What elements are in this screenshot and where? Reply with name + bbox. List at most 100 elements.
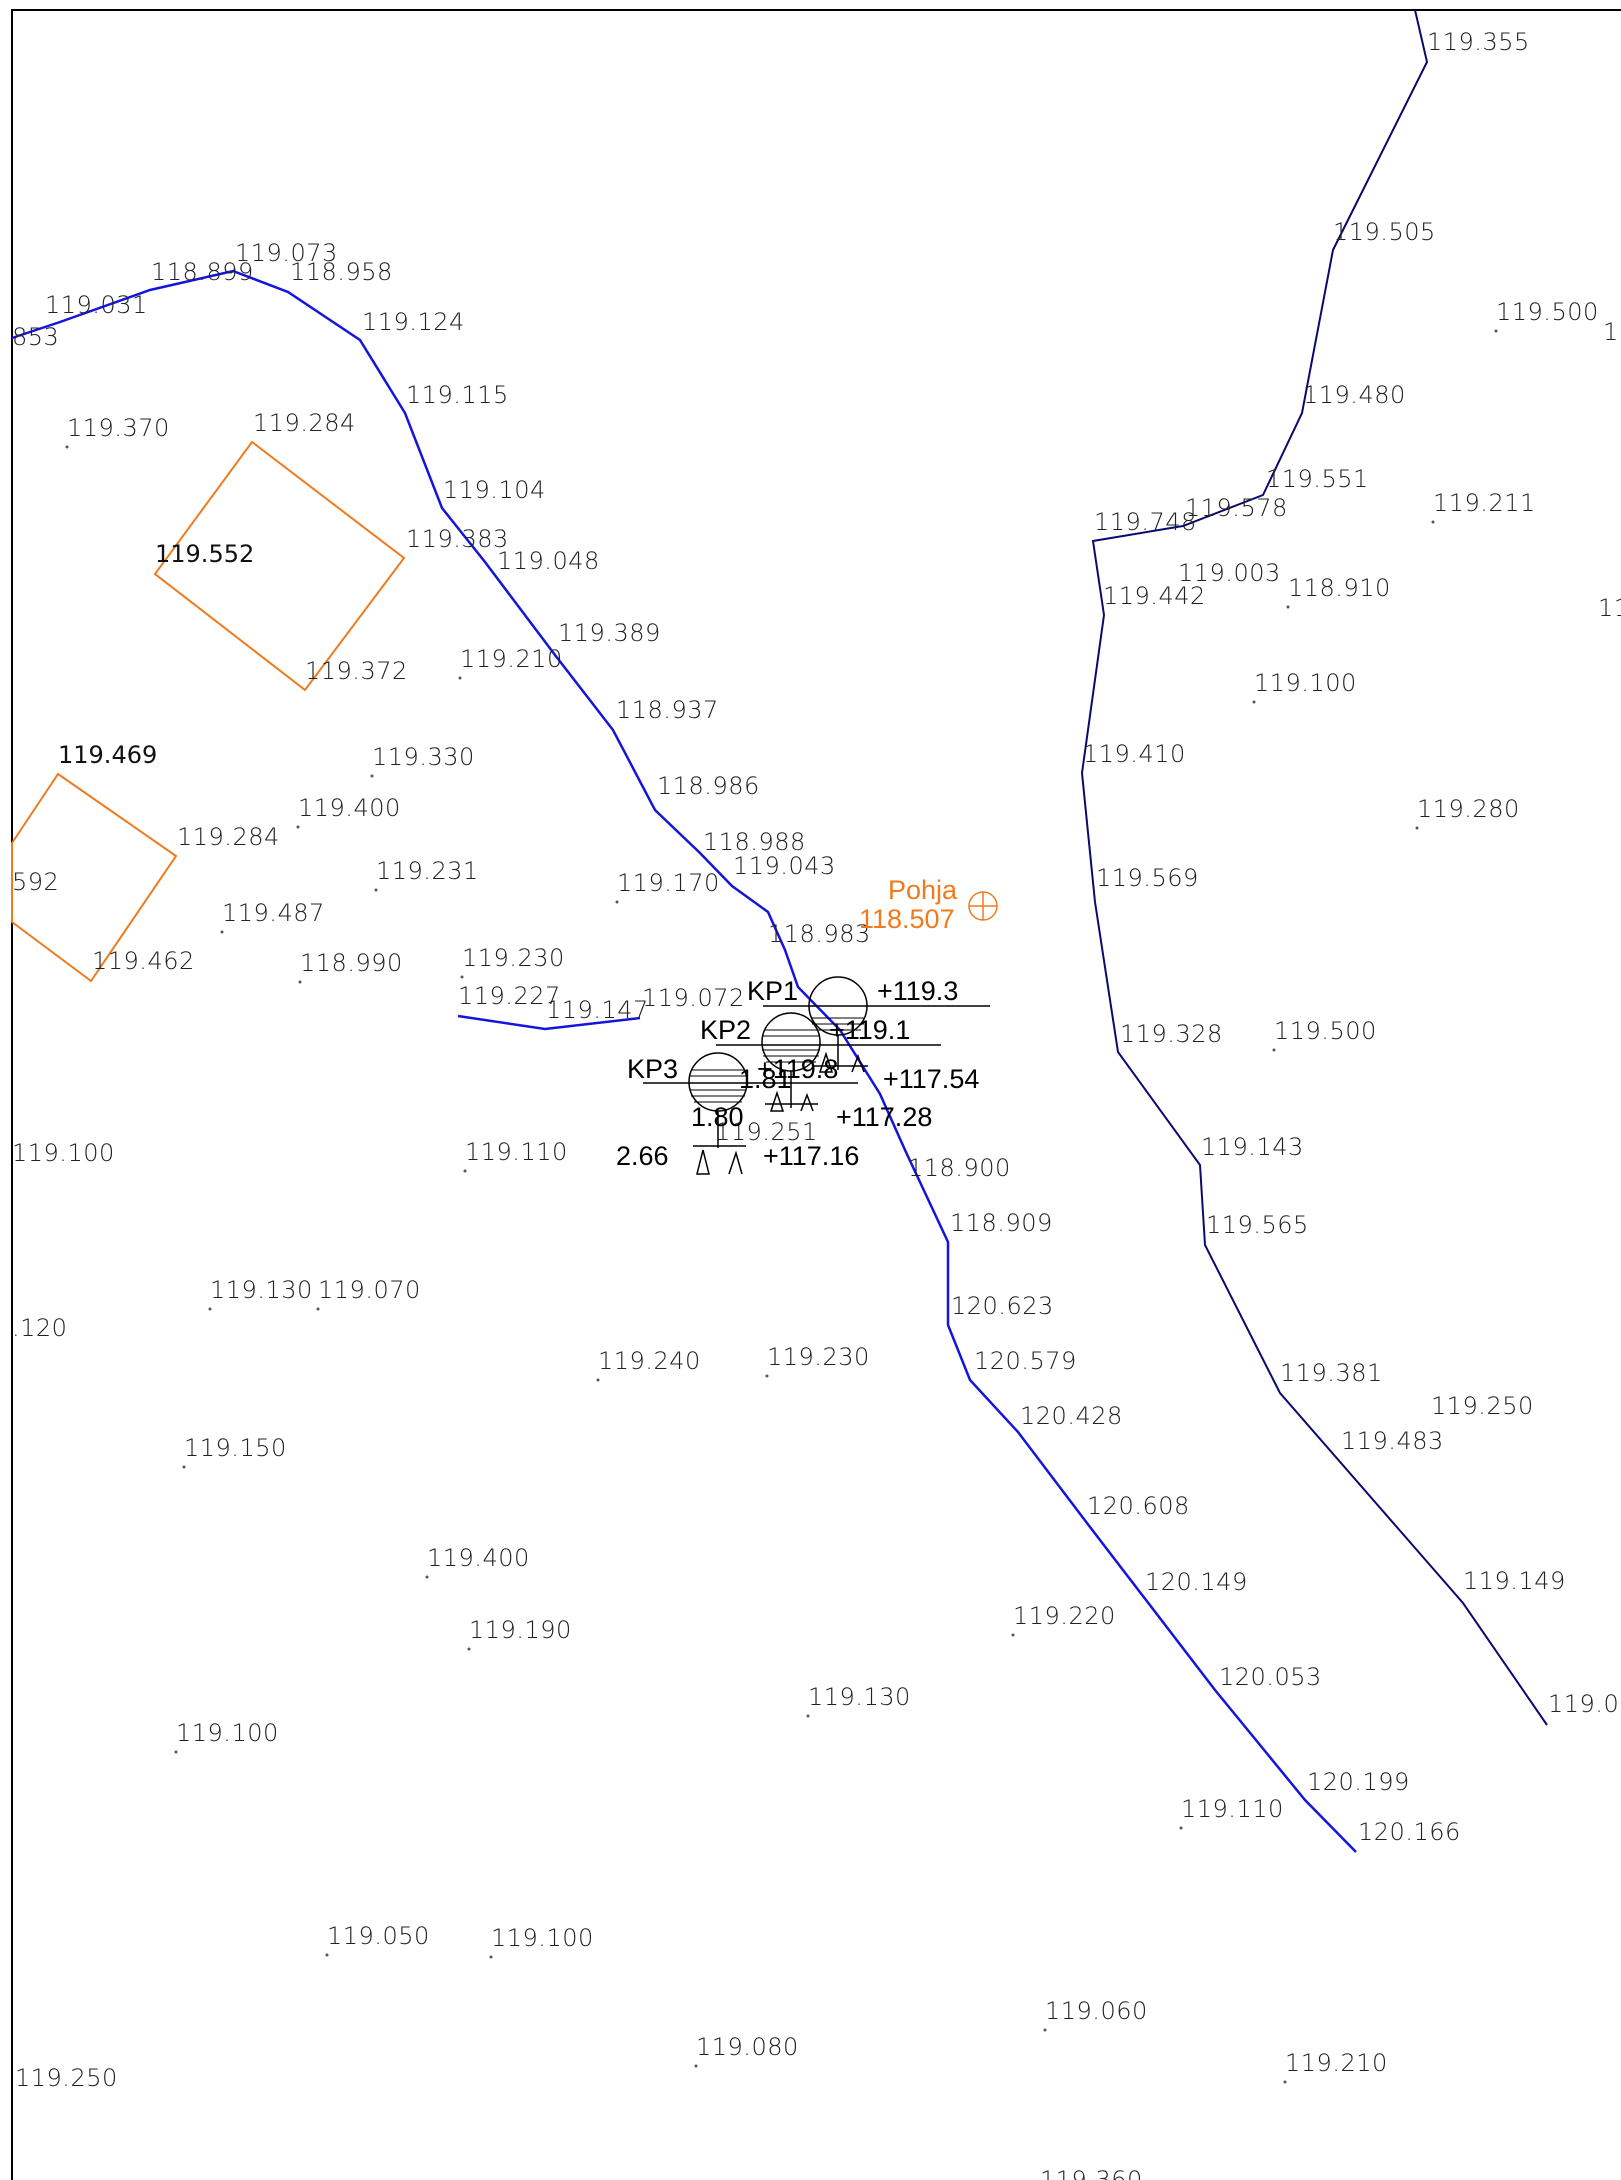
elevation-label: 119.115 [406,381,509,409]
survey-point [174,1750,178,1754]
elevation-label: 120.149 [1145,1568,1248,1596]
elevation-label: 119.227 [458,982,561,1010]
elevation-label: 119.073 [235,239,338,267]
elevation-label: 119.150 [184,1434,287,1462]
elevation-label: 11 [1603,318,1621,346]
elevation-label: 119.360 [1040,2166,1143,2180]
survey-point [489,1955,493,1959]
depth-3-bottom-elevation: +117.16 [763,1141,859,1171]
kp1-label: KP1 [747,976,798,1006]
elevation-label: 119.124 [362,308,465,336]
kp2-label: KP2 [700,1015,751,1045]
kp1-top-elevation: +119.3 [877,976,958,1006]
depth-2-bottom-elevation: +117.28 [836,1102,932,1132]
elevation-label: 119.100 [1254,669,1357,697]
kp3-label: KP3 [627,1054,678,1084]
elevation-label: 119.578 [1185,494,1288,522]
elevation-label: 119.130 [808,1683,911,1711]
elevation-label: 119.100 [491,1924,594,1952]
elevation-label: 119.143 [1201,1133,1304,1161]
manhole-markers [643,976,990,1175]
elevation-label: 119.043 [733,852,836,880]
elevation-label: 120.053 [1219,1663,1322,1691]
elevation-label: 853 [12,323,59,351]
elevation-label: 119.147 [546,996,649,1024]
elevation-label: 119.500 [1274,1017,1377,1045]
elevation-label: 119.048 [497,547,600,575]
elevation-labels: 119.355 119.505 119.500 119.480 119.551 … [12,28,1621,2180]
survey-point [467,1647,471,1651]
elevation-label: 120.608 [1087,1492,1190,1520]
pohja-marker: Pohja 118.507 [859,875,998,934]
elevation-label: 119.410 [1083,740,1186,768]
elevation-label: 119.442 [1103,582,1206,610]
elevation-label: 119.170 [617,869,720,897]
elevation-label: 119.551 [1266,465,1369,493]
elevation-label: 119.220 [1013,1602,1116,1630]
map-frame [11,9,1621,2180]
survey-point [220,930,224,934]
elevation-label: 118.988 [703,828,806,856]
elevation-label: 118.937 [616,696,719,724]
kp3-top-elevation: +119.8 [757,1054,838,1084]
elevation-label: 119.210 [460,645,563,673]
depth-arrow-3 [696,1149,743,1175]
elevation-label: 119.060 [1045,1997,1148,2025]
elevation-label: 119.230 [462,944,565,972]
survey-point [694,2064,698,2068]
elevation-label: 119.003 [1178,559,1281,587]
elevation-label: 119.250 [1431,1392,1534,1420]
survey-point [806,1714,810,1718]
depth-3-value: 2.66 [616,1141,669,1171]
stream-line [11,269,1357,1853]
elevation-label: 119.483 [1341,1427,1444,1455]
survey-point [1252,700,1256,704]
elevation-label: 118.958 [290,258,393,286]
survey-point [325,1953,329,1957]
survey-point [182,1465,186,1469]
elevation-label: 119.505 [1333,218,1436,246]
survey-point [1286,605,1290,609]
survey-point [298,980,302,984]
elevation-label: 118.909 [950,1209,1053,1237]
elevation-label: 119.462 [92,947,195,975]
elevation-label: 119.383 [406,525,509,553]
elevation-label: 118.986 [657,772,760,800]
survey-point [208,1307,212,1311]
building-outline-2 [11,772,178,983]
elevation-label: 119.400 [427,1544,530,1572]
survey-point [1043,2028,1047,2032]
elevation-label: 119.284 [177,823,280,851]
elevation-label: 119.552 [155,540,254,568]
survey-point [1431,520,1435,524]
elevation-label: 118.983 [768,920,871,948]
elevation-label: 120.166 [1358,1818,1461,1846]
survey-point [1272,1048,1276,1052]
elevation-label: 119.230 [767,1343,870,1371]
survey-point [1415,826,1419,830]
depth-arrow-2 [769,1090,814,1112]
elevation-label: 119.480 [1303,381,1406,409]
elevation-label: 119.104 [443,476,546,504]
elevation-label: 119.251 [715,1118,818,1146]
depth-1-value: 1.81 [739,1064,792,1094]
elevation-label: 119.031 [45,291,148,319]
survey-point [374,888,378,892]
survey-point [765,1374,769,1378]
elevation-label: 119.070 [318,1276,421,1304]
ditch-line [1080,9,1548,1726]
pohja-elevation: 118.507 [859,904,955,934]
elevation-label: 119.211 [1433,489,1536,517]
building-outline-1 [153,440,406,692]
elevation-label: 119.280 [1417,795,1520,823]
elevation-label: 119.050 [327,1922,430,1950]
survey-point [370,774,374,778]
elevation-label: 119.381 [1280,1359,1383,1387]
elevation-label: 118.900 [908,1154,1011,1182]
elevation-label: 119.372 [305,657,408,685]
depth-1-bottom-elevation: +117.54 [883,1064,979,1094]
elevation-label: 119.469 [58,741,157,769]
elevation-label: 119.355 [1427,28,1530,56]
elevation-label: 120.623 [951,1292,1054,1320]
